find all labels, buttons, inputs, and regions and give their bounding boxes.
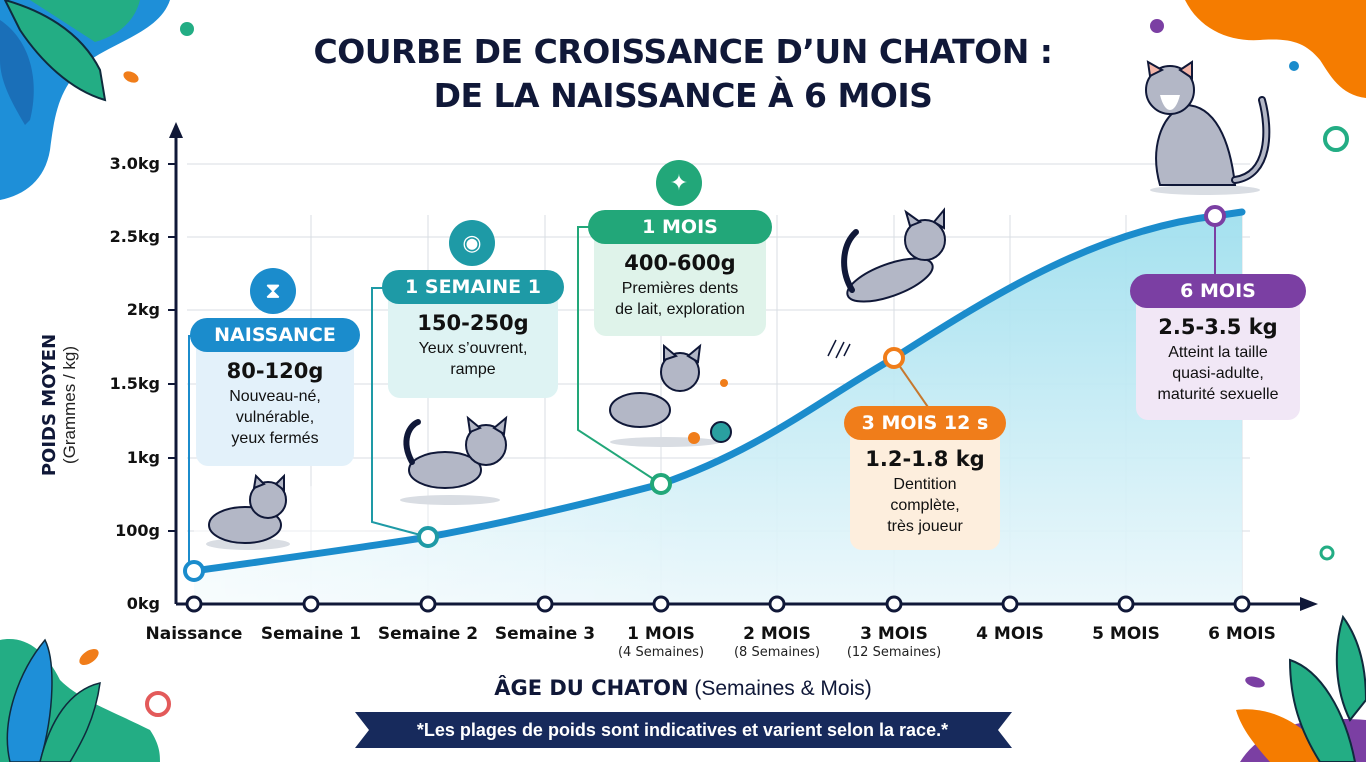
x-tick-label: Semaine 3 (494, 624, 596, 644)
milestone-pill: NAISSANCE (190, 318, 360, 352)
milestone-pill: 1 SEMAINE 1 (382, 270, 564, 304)
milestone-pill: 1 MOIS (588, 210, 772, 244)
y-tick-label: 3.0kg (109, 154, 160, 173)
point-3-mois (883, 347, 905, 369)
x-tick-label: Semaine 2 (377, 624, 479, 644)
milestone-desc: Premières dents de lait, exploration (615, 280, 745, 318)
x-tick-label: 1 MOIS (4 Semaines) (617, 624, 705, 660)
milestone-desc: Dentition complète, très joueur (887, 476, 963, 535)
milestone-range: 1.2-1.8 kg (865, 447, 985, 471)
milestone-card-6-mois: 6 MOIS 2.5-3.5 kg Atteint la taille quasi… (1130, 274, 1306, 420)
point-1-mois (650, 473, 672, 495)
leaf-decoration-bottom-right (1236, 545, 1366, 762)
x-tick-label: Semaine 1 (260, 624, 362, 644)
milestone-card-1-mois: 1 MOIS 400-600g Premières dents de lait, … (588, 210, 772, 336)
x-axis-markers (185, 595, 1251, 613)
footnote-banner-shape (355, 712, 1012, 748)
point-6-mois (1204, 205, 1226, 227)
sleeping-kitten-illustration (206, 473, 290, 550)
y-axis-title-sub: (Grammes / kg) (60, 345, 79, 465)
milestone-range: 80-120g (226, 359, 324, 383)
chart-title-line-2: DE LA NAISSANCE À 6 MOIS (433, 76, 933, 115)
milestone-card-3-mois: 3 MOIS 12 s 1.2-1.8 kg Dentition complète… (844, 406, 1006, 550)
x-tick-label: 5 MOIS (1092, 624, 1160, 644)
chart-title-line-1: COURBE DE CROISSANCE D’UN CHATON : (313, 32, 1053, 71)
y-axis-title: POIDS MOYEN (Grammes / kg) (39, 275, 80, 535)
leaf-decoration-bottom-left (0, 638, 171, 762)
y-axis-title-main: POIDS MOYEN (39, 333, 60, 477)
x-tick-label: 3 MOIS (12 Semaines) (846, 624, 942, 660)
footnote-text: *Les plages de poids sont indicatives et… (416, 720, 949, 740)
milestone-desc: Yeux s’ouvrent, rampe (418, 340, 528, 378)
x-axis-title-main: ÂGE DU CHATON (494, 676, 689, 700)
y-tick-label: 2.5kg (109, 227, 160, 246)
y-tick-label: 100g (115, 521, 160, 540)
y-tick-label: 0kg (126, 594, 160, 613)
milestone-card-naissance: NAISSANCE 80-120g Nouveau-né, vulnérable,… (190, 318, 360, 466)
walking-kitten-illustration (400, 415, 508, 505)
milestone-pill: 6 MOIS (1130, 274, 1306, 308)
tooth-icon: ✦ (656, 160, 702, 206)
x-tick-label: 6 MOIS (1208, 624, 1276, 644)
playing-kitten-illustration (609, 343, 732, 447)
milestone-pill: 3 MOIS 12 s (844, 406, 1006, 440)
eye-icon: ◉ (449, 220, 495, 266)
leaf-decoration-top-left (0, 0, 194, 200)
x-axis-title: ÂGE DU CHATON (Semaines & Mois) (0, 676, 1366, 701)
point-naissance (183, 560, 205, 582)
milestone-range: 2.5-3.5 kg (1158, 315, 1278, 339)
y-tick-label: 1kg (126, 448, 160, 467)
sitting-cat-illustration (1145, 60, 1271, 195)
x-axis-title-sub: (Semaines & Mois) (688, 677, 872, 700)
y-tick-label: 1.5kg (109, 374, 160, 393)
milestone-desc: Nouveau-né, vulnérable, yeux fermés (229, 388, 321, 447)
blob-decoration-top-right (1150, 0, 1366, 152)
milestone-card-semaine-1: 1 SEMAINE 1 150-250g Yeux s’ouvrent, ramp… (382, 270, 564, 398)
x-tick-label: 4 MOIS (976, 624, 1044, 644)
x-tick-label: Naissance (145, 624, 243, 644)
axes (168, 122, 1318, 611)
y-tick-label: 2kg (126, 300, 160, 319)
milestone-range: 400-600g (624, 251, 736, 275)
milestone-desc: Atteint la taille quasi-adulte, maturité s… (1157, 344, 1279, 403)
point-semaine-2 (417, 526, 439, 548)
data-point-markers (183, 205, 1226, 582)
milestone-range: 150-250g (417, 311, 529, 335)
x-tick-label: 2 MOIS (8 Semaines) (733, 624, 821, 660)
growth-curve-line (190, 208, 1246, 575)
chart-title: COURBE DE CROISSANCE D’UN CHATON : DE LA… (0, 30, 1366, 118)
dna-icon: ⧗ (250, 268, 296, 314)
jumping-kitten-illustration (827, 207, 946, 359)
